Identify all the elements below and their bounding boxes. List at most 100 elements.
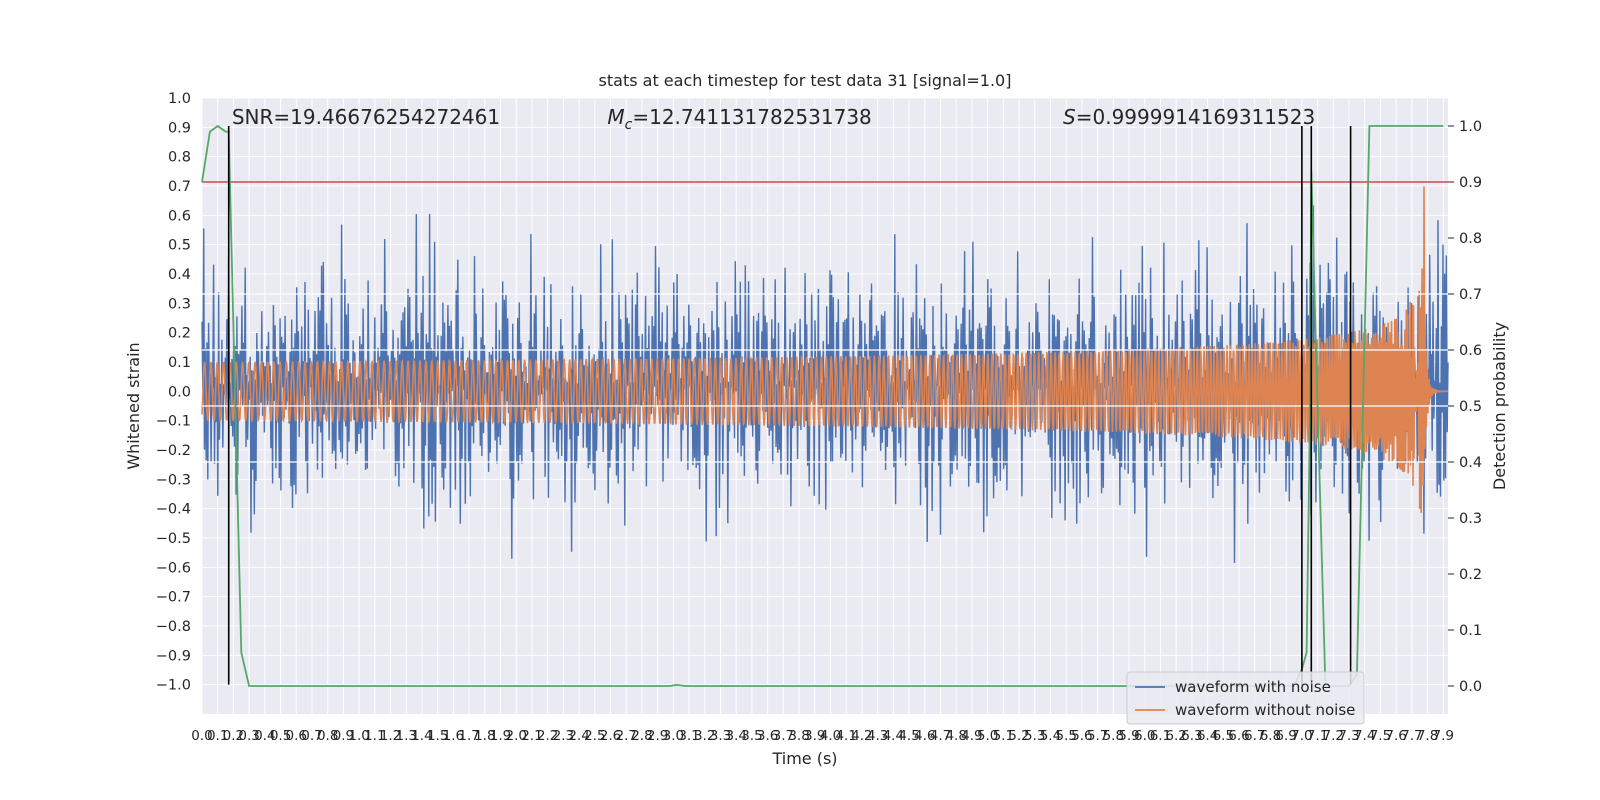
legend-entry-label: waveform without noise — [1175, 701, 1355, 719]
y-right-tick-label: 1.0 — [1459, 119, 1482, 135]
x-tick-label: 7.0 — [1291, 728, 1312, 744]
x-tick-label: 2.9 — [647, 728, 668, 744]
x-tick-label: 4.7 — [930, 728, 951, 744]
y-right-tick-label: 0.8 — [1459, 231, 1482, 247]
chart-title: stats at each timestep for test data 31 … — [599, 71, 1012, 90]
x-tick-label: 1.1 — [364, 728, 385, 744]
x-tick-label: 6.9 — [1275, 728, 1296, 744]
y-axis-label: Whitened strain — [124, 342, 143, 469]
x-tick-label: 5.4 — [1040, 728, 1061, 744]
y-tick-label: 0.6 — [168, 208, 191, 224]
x-tick-label: 0.2 — [223, 728, 244, 744]
x-tick-label: 0.5 — [270, 728, 291, 744]
y-right-tick-label: 0.9 — [1459, 175, 1482, 191]
x-tick-label: 1.0 — [348, 728, 369, 744]
x-tick-label: 3.0 — [663, 728, 684, 744]
legend-box — [1126, 671, 1365, 725]
x-tick-label: 1.2 — [380, 728, 401, 744]
x-tick-label: 0.9 — [333, 728, 354, 744]
annotation-text: S=0.9999914169311523 — [1063, 105, 1315, 129]
y-tick-label: −0.9 — [156, 648, 191, 664]
x-tick-label: 7.8 — [1417, 728, 1438, 744]
x-tick-label: 6.7 — [1244, 728, 1265, 744]
x-tick-label: 1.5 — [427, 728, 448, 744]
y-tick-label: 0.0 — [168, 384, 191, 400]
x-tick-label: 5.0 — [977, 728, 998, 744]
x-tick-label: 1.7 — [458, 728, 479, 744]
y-right-tick-label: 0.5 — [1459, 399, 1482, 415]
x-tick-label: 7.7 — [1401, 728, 1422, 744]
x-tick-label: 6.3 — [1181, 728, 1202, 744]
y-tick-label: −0.7 — [156, 590, 191, 606]
x-tick-label: 0.1 — [207, 728, 228, 744]
x-tick-label: 0.8 — [317, 728, 338, 744]
x-tick-label: 6.8 — [1260, 728, 1281, 744]
x-tick-label: 3.6 — [757, 728, 778, 744]
x-tick-label: 5.8 — [1103, 728, 1124, 744]
legend-entry-label: waveform with noise — [1175, 678, 1331, 696]
x-tick-label: 7.6 — [1385, 728, 1406, 744]
x-tick-label: 5.7 — [1087, 728, 1108, 744]
y-tick-label: −0.2 — [156, 443, 191, 459]
x-tick-label: 3.2 — [694, 728, 715, 744]
x-tick-label: 4.2 — [851, 728, 872, 744]
x-tick-label: 1.3 — [396, 728, 417, 744]
y-tick-label: −0.1 — [156, 414, 191, 430]
x-tick-label: 1.8 — [474, 728, 495, 744]
x-tick-label: 0.7 — [301, 728, 322, 744]
annotation-text: Mc=12.741131782531738 — [607, 105, 871, 133]
x-tick-label: 2.5 — [584, 728, 605, 744]
y-tick-label: 1.0 — [168, 91, 191, 107]
x-tick-label: 5.6 — [1071, 728, 1092, 744]
x-tick-label: 2.0 — [506, 728, 527, 744]
x-tick-label: 1.9 — [490, 728, 511, 744]
x-tick-label: 7.2 — [1323, 728, 1344, 744]
x-tick-label: 1.6 — [443, 728, 464, 744]
x-tick-label: 1.4 — [411, 728, 432, 744]
x-tick-label: 2.2 — [537, 728, 558, 744]
y-tick-label: −0.5 — [156, 531, 191, 547]
x-tick-label: 2.6 — [600, 728, 621, 744]
x-tick-label: 0.6 — [286, 728, 307, 744]
x-tick-label: 3.7 — [773, 728, 794, 744]
x-tick-label: 5.5 — [1055, 728, 1076, 744]
y-tick-label: −0.6 — [156, 560, 191, 576]
y-right-tick-label: 0.6 — [1459, 343, 1482, 359]
x-axis-ticks: 0.00.10.20.30.40.50.60.70.80.91.01.11.21… — [191, 728, 1454, 744]
x-tick-label: 4.1 — [835, 728, 856, 744]
x-tick-label: 4.5 — [898, 728, 919, 744]
x-tick-label: 0.0 — [191, 728, 212, 744]
y-tick-label: 0.5 — [168, 238, 191, 254]
y-right-tick-label: 0.7 — [1459, 287, 1482, 303]
x-tick-label: 2.8 — [631, 728, 652, 744]
x-tick-label: 3.4 — [725, 728, 746, 744]
x-tick-label: 7.1 — [1307, 728, 1328, 744]
x-tick-label: 0.4 — [254, 728, 275, 744]
x-tick-label: 2.3 — [553, 728, 574, 744]
x-tick-label: 5.9 — [1118, 728, 1139, 744]
chirp-trace — [201, 186, 1448, 514]
x-tick-label: 3.1 — [678, 728, 699, 744]
event-markers — [227, 126, 1352, 685]
y-tick-label: −0.3 — [156, 472, 191, 488]
x-tick-label: 4.3 — [867, 728, 888, 744]
x-tick-label: 6.0 — [1134, 728, 1155, 744]
x-tick-label: 3.3 — [710, 728, 731, 744]
annotations: SNR=19.46676254272461 Mc=12.7411317825317… — [232, 105, 1315, 133]
x-tick-label: 6.6 — [1228, 728, 1249, 744]
y-right-tick-label: 0.0 — [1459, 679, 1482, 695]
legend: waveform with noise waveform without nois… — [1126, 671, 1365, 725]
x-tick-label: 4.6 — [914, 728, 935, 744]
y-tick-label: 0.9 — [168, 120, 191, 136]
x-tick-label: 4.8 — [945, 728, 966, 744]
y-tick-label: −1.0 — [156, 678, 191, 694]
y-tick-label: 0.8 — [168, 150, 191, 166]
y-right-tick-label: 0.4 — [1459, 455, 1482, 471]
y-right-tick-label: 0.1 — [1459, 623, 1482, 639]
y-axis-right-ticks: 1.0 0.9 0.8 0.7 0.6 0.5 0.4 0.3 0.2 0.1 0.0 — [1448, 119, 1482, 695]
y-tick-label: −0.8 — [156, 619, 191, 635]
x-tick-label: 5.2 — [1008, 728, 1029, 744]
x-tick-label: 3.5 — [741, 728, 762, 744]
y-right-tick-label: 0.3 — [1459, 511, 1482, 527]
